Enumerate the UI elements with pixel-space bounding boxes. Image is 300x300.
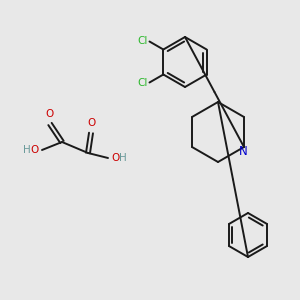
Text: O: O	[87, 118, 95, 128]
Text: O: O	[31, 145, 39, 155]
Text: H: H	[119, 153, 127, 163]
Text: Cl: Cl	[137, 77, 148, 88]
Text: Cl: Cl	[137, 37, 148, 46]
Text: N: N	[238, 145, 247, 158]
Text: O: O	[111, 153, 119, 163]
Text: O: O	[46, 109, 54, 119]
Text: H: H	[23, 145, 31, 155]
